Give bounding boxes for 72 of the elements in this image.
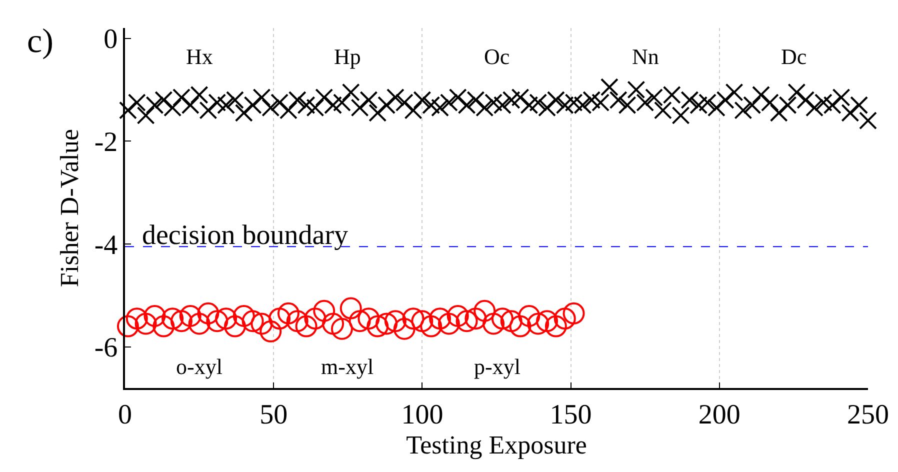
annotation: Hp (334, 44, 361, 69)
ref-line-label: decision boundary (142, 220, 348, 251)
point (322, 312, 344, 335)
point (562, 302, 585, 324)
point (170, 310, 192, 332)
point (162, 308, 184, 330)
x-axis-title: Testing Exposure (406, 430, 587, 460)
point (491, 308, 514, 330)
point (268, 308, 291, 330)
annotation: p-xyl (474, 354, 520, 379)
point (393, 318, 416, 340)
point (366, 315, 389, 338)
x-tick-label: 250 (847, 399, 889, 430)
text: c) (27, 23, 54, 60)
point (152, 315, 175, 338)
point (250, 312, 273, 335)
y-tick-label: -2 (94, 126, 118, 158)
x-tick-label: 150 (550, 399, 592, 430)
point (456, 310, 478, 332)
point (232, 305, 255, 327)
point (188, 312, 210, 335)
point (340, 297, 362, 320)
point (295, 315, 318, 338)
y-tick-label: -4 (94, 230, 118, 261)
point (330, 318, 353, 340)
point (544, 315, 567, 338)
point (304, 308, 326, 330)
point (215, 308, 238, 330)
annotation: Hx (186, 44, 213, 69)
x-tick-label: 100 (401, 399, 444, 430)
annotation: m-xyl (321, 354, 374, 379)
annotation: Dc (781, 44, 807, 69)
point (313, 300, 336, 322)
point (206, 310, 228, 332)
point (554, 308, 576, 330)
point (446, 305, 469, 327)
point (144, 305, 166, 327)
point (500, 310, 522, 332)
y-axis-title: Fisher D-Value (55, 128, 84, 288)
point (509, 315, 532, 338)
point (260, 320, 282, 342)
y-tick-label: -6 (94, 332, 118, 364)
point (179, 305, 202, 327)
point (286, 310, 308, 332)
x-tick-label: 50 (260, 399, 288, 430)
annotation: Oc (484, 44, 510, 69)
point (134, 312, 157, 335)
point (126, 308, 148, 330)
point (411, 310, 434, 332)
point (482, 312, 505, 335)
x-tick-label: 200 (698, 399, 740, 430)
point (438, 312, 460, 335)
point (358, 308, 380, 330)
point (348, 310, 371, 332)
annotation: Nn (632, 44, 659, 69)
point (197, 302, 220, 324)
point (420, 315, 442, 338)
point (518, 305, 540, 327)
point (277, 302, 300, 324)
point (536, 310, 558, 332)
annotation: o-xyl (176, 354, 222, 379)
point (402, 308, 424, 330)
point (429, 308, 452, 330)
point (116, 315, 139, 338)
point (376, 312, 398, 335)
point (384, 310, 406, 332)
point (224, 315, 246, 338)
point (527, 312, 550, 335)
y-tick-label: 0 (104, 24, 118, 56)
point (464, 308, 487, 330)
point (474, 300, 496, 322)
point (242, 310, 264, 332)
